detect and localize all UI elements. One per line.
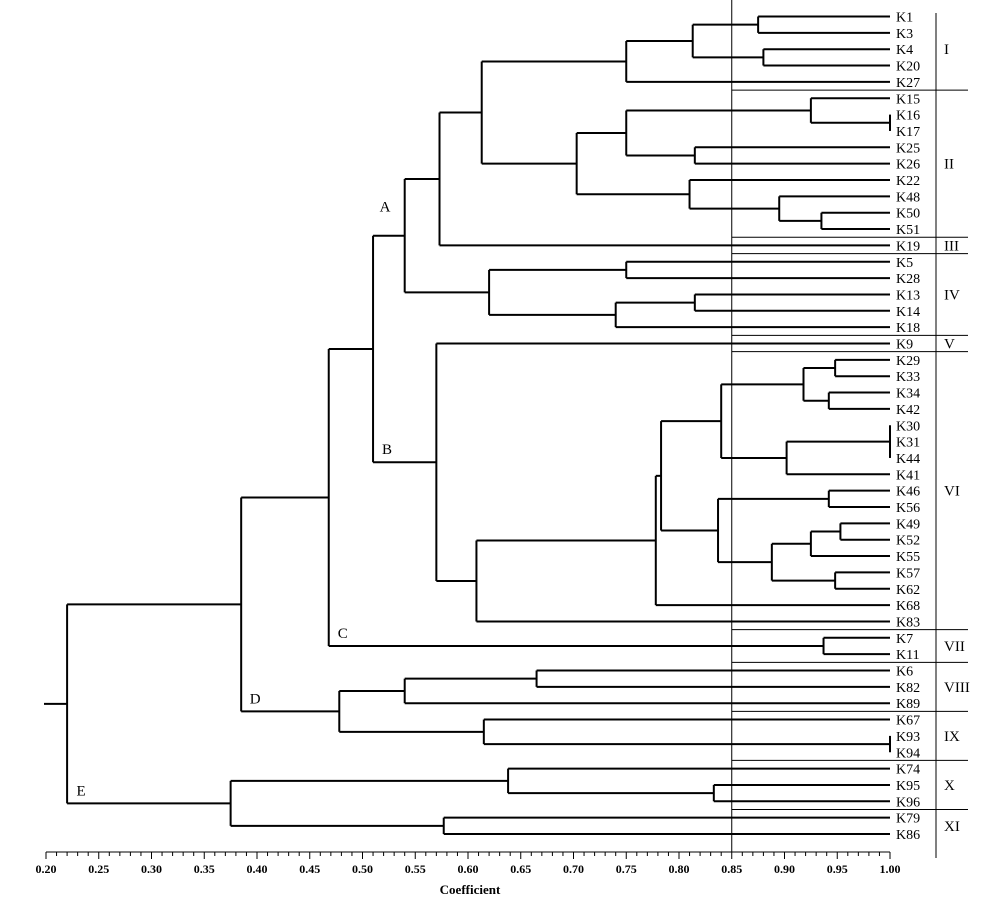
leaf-label: K52 xyxy=(896,534,920,549)
leaf-label: K44 xyxy=(896,452,920,467)
leaf-label: K83 xyxy=(896,615,920,630)
cluster-label: D xyxy=(250,691,261,707)
leaf-label: K13 xyxy=(896,288,920,303)
x-tick-label: 0.75 xyxy=(616,862,637,876)
leaf-label: K57 xyxy=(896,566,920,581)
group-label: VI xyxy=(944,484,960,500)
leaf-label: K51 xyxy=(896,223,920,238)
x-tick-label: 0.60 xyxy=(458,862,479,876)
leaf-label: K22 xyxy=(896,174,920,189)
x-axis-title: Coefficient xyxy=(440,882,501,897)
leaf-label: K41 xyxy=(896,468,920,483)
leaf-label: K29 xyxy=(896,354,920,369)
leaf-label: K26 xyxy=(896,158,920,173)
group-label: XI xyxy=(944,819,960,835)
x-tick-label: 0.90 xyxy=(774,862,795,876)
group-label: VIII xyxy=(944,680,970,696)
group-label: V xyxy=(944,337,955,353)
x-tick-label: 0.45 xyxy=(299,862,320,876)
leaf-label: K14 xyxy=(896,305,920,320)
x-tick-label: 0.40 xyxy=(247,862,268,876)
cluster-label: C xyxy=(338,626,348,642)
leaf-label: K33 xyxy=(896,370,920,385)
group-label: III xyxy=(944,238,959,254)
leaf-label: K67 xyxy=(896,714,920,729)
leaf-label: K96 xyxy=(896,795,920,810)
leaf-label: K62 xyxy=(896,583,920,598)
leaf-label: K1 xyxy=(896,11,913,26)
leaf-label: K18 xyxy=(896,321,920,336)
x-tick-label: 0.50 xyxy=(352,862,373,876)
leaf-label: K79 xyxy=(896,812,920,827)
leaf-label: K15 xyxy=(896,92,920,107)
leaf-label: K94 xyxy=(896,746,920,761)
leaf-label: K49 xyxy=(896,517,920,532)
x-tick-label: 0.95 xyxy=(827,862,848,876)
leaf-label: K4 xyxy=(896,43,913,58)
leaf-label: K30 xyxy=(896,419,920,434)
leaf-label: K46 xyxy=(896,485,920,500)
dendrogram-branches xyxy=(44,0,891,852)
leaf-label: K42 xyxy=(896,403,920,418)
x-axis: 0.20 0.25 0.30 0.35 0.40 0.45 0.50 0.55 0.60 0.65… xyxy=(36,851,901,876)
x-tick-label: 0.35 xyxy=(194,862,215,876)
x-tick-label: 0.65 xyxy=(510,862,531,876)
group-label: VII xyxy=(944,639,965,655)
leaf-label: K74 xyxy=(896,763,920,778)
x-tick-label: 0.85 xyxy=(721,862,742,876)
leaf-label: K50 xyxy=(896,207,920,222)
leaf-label: K3 xyxy=(896,27,913,42)
x-tick-label: 0.70 xyxy=(563,862,584,876)
cluster-label: A xyxy=(380,200,391,216)
cluster-labels: A B C D E xyxy=(77,200,393,800)
leaf-label: K28 xyxy=(896,272,920,287)
leaf-label: K19 xyxy=(896,239,920,254)
leaf-labels: K1K3K4K20K27K15K16K17K25K26K22K48K50K51K… xyxy=(896,11,920,844)
leaf-label: K89 xyxy=(896,697,920,712)
group-label: IV xyxy=(944,287,960,303)
leaf-label: K5 xyxy=(896,256,913,271)
x-tick-label: 1.00 xyxy=(880,862,901,876)
x-tick-label: 0.20 xyxy=(36,862,57,876)
group-label: I xyxy=(944,42,949,58)
x-tick-label: 0.55 xyxy=(405,862,426,876)
group-label: X xyxy=(944,778,955,794)
group-label: II xyxy=(944,157,954,173)
leaf-label: K56 xyxy=(896,501,920,516)
leaf-label: K16 xyxy=(896,109,920,124)
leaf-label: K55 xyxy=(896,550,920,565)
leaf-label: K7 xyxy=(896,632,913,647)
x-tick-label: 0.80 xyxy=(669,862,690,876)
leaf-label: K9 xyxy=(896,338,913,353)
leaf-label: K93 xyxy=(896,730,920,745)
leaf-label: K86 xyxy=(896,828,920,843)
leaf-label: K6 xyxy=(896,665,913,680)
leaf-label: K82 xyxy=(896,681,920,696)
cluster-label: E xyxy=(77,783,86,799)
group-label: IX xyxy=(944,729,960,745)
leaf-label: K68 xyxy=(896,599,920,614)
x-tick-label: 0.25 xyxy=(88,862,109,876)
leaf-label: K25 xyxy=(896,141,920,156)
leaf-label: K17 xyxy=(896,125,920,140)
leaf-label: K31 xyxy=(896,436,920,451)
leaf-label: K95 xyxy=(896,779,920,794)
leaf-label: K34 xyxy=(896,387,920,402)
leaf-label: K27 xyxy=(896,76,920,91)
leaf-label: K20 xyxy=(896,60,920,75)
cluster-label: B xyxy=(382,442,392,458)
leaf-label: K48 xyxy=(896,190,920,205)
leaf-label: K11 xyxy=(896,648,920,663)
x-tick-label: 0.30 xyxy=(141,862,162,876)
